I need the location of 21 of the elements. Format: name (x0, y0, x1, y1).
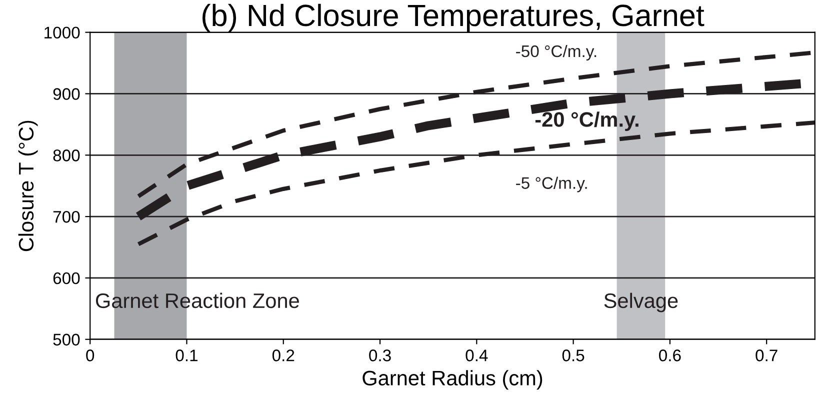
x-tick-label: 0 (86, 350, 94, 362)
y-tick-label: 900 (53, 88, 80, 100)
x-tick-label: 0.6 (659, 350, 681, 362)
y-tick-label: 500 (53, 334, 80, 346)
x-axis-title: Garnet Radius (cm) (362, 370, 542, 390)
y-axis-title: Closure T (°C) (18, 120, 38, 252)
x-tick-label: 0.3 (369, 350, 391, 362)
series-label: -50 °C/m.y. (516, 44, 596, 60)
series-label: -20 °C/m.y. (535, 112, 638, 131)
series-label: -5 °C/m.y. (516, 176, 587, 192)
y-tick-label: 700 (53, 210, 80, 223)
x-tick-label: 0.1 (176, 350, 198, 362)
y-tick-label: 800 (53, 150, 80, 162)
x-tick-label: 0.2 (272, 350, 294, 362)
x-tick-label: 0.7 (756, 350, 778, 362)
chart-title: (b) Nd Closure Temperatures, Garnet (202, 4, 704, 32)
x-tick-label: 0.4 (466, 350, 488, 362)
y-tick-label: 600 (53, 272, 80, 284)
x-tick-label: 0.5 (562, 350, 584, 362)
band-label: Selvage (604, 292, 678, 312)
y-tick-label: 1000 (44, 26, 80, 39)
